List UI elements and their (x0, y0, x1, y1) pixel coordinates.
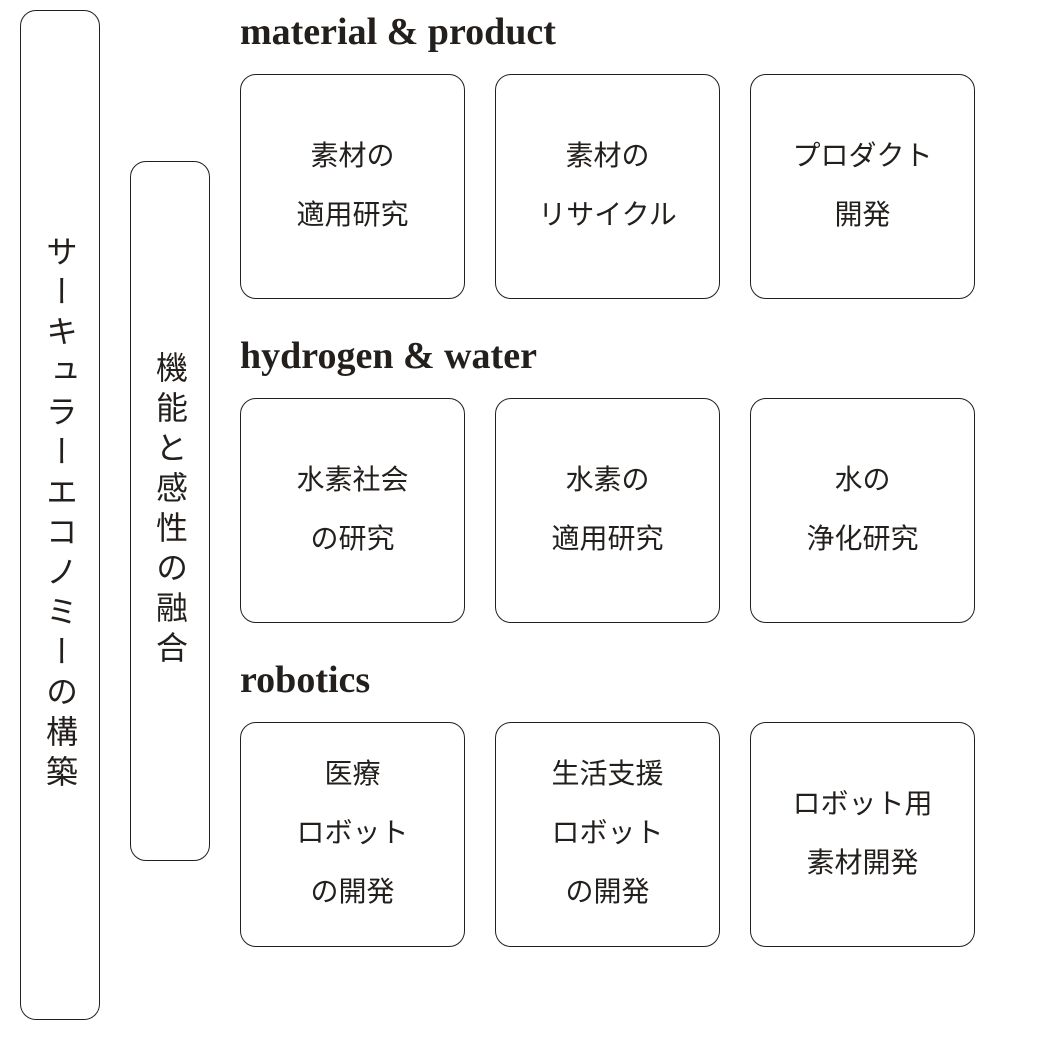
section-hydrogen-water: hydrogen & water 水素社会の研究 水素の適用研究 水の浄化研究 (240, 334, 1036, 623)
card-material-recycle: 素材のリサイクル (495, 74, 720, 299)
card-text: 水素社会の研究 (296, 452, 408, 570)
section-robotics: robotics 医療ロボットの開発 生活支援ロボットの開発 ロボット用素材開発 (240, 658, 1036, 947)
card-row: 水素社会の研究 水素の適用研究 水の浄化研究 (240, 398, 1036, 623)
card-row: 素材の適用研究 素材のリサイクル プロダクト開発 (240, 74, 1036, 299)
card-text: 素材の適用研究 (296, 128, 408, 246)
section-material-product: material & product 素材の適用研究 素材のリサイクル プロダク… (240, 10, 1036, 299)
card-product-development: プロダクト開発 (750, 74, 975, 299)
sections-column: material & product 素材の適用研究 素材のリサイクル プロダク… (240, 10, 1036, 1022)
card-text: ロボット用素材開発 (792, 776, 932, 894)
card-life-support-robot: 生活支援ロボットの開発 (495, 722, 720, 947)
card-robot-material: ロボット用素材開発 (750, 722, 975, 947)
vertical-pillar-function-sensibility: 機能と感性の融合 (130, 161, 210, 861)
card-text: プロダクト開発 (792, 128, 932, 246)
card-text: 水素の適用研究 (551, 452, 663, 570)
card-text: 素材のリサイクル (538, 128, 677, 246)
card-text: 生活支援ロボットの開発 (551, 746, 663, 922)
card-hydrogen-research: 水素の適用研究 (495, 398, 720, 623)
card-row: 医療ロボットの開発 生活支援ロボットの開発 ロボット用素材開発 (240, 722, 1036, 947)
card-text: 水の浄化研究 (806, 452, 918, 570)
section-title: material & product (240, 10, 1036, 54)
card-water-purification: 水の浄化研究 (750, 398, 975, 623)
vertical-label-right: 機能と感性の融合 (147, 351, 193, 671)
vertical-pillar-circular-economy: サーキュラーエコノミーの構築 (20, 10, 100, 1020)
diagram-container: サーキュラーエコノミーの構築 機能と感性の融合 material & produ… (20, 10, 1036, 1022)
card-hydrogen-society: 水素社会の研究 (240, 398, 465, 623)
card-medical-robot: 医療ロボットの開発 (240, 722, 465, 947)
card-text: 医療ロボットの開発 (296, 746, 408, 922)
section-title: hydrogen & water (240, 334, 1036, 378)
card-material-research: 素材の適用研究 (240, 74, 465, 299)
vertical-label-left: サーキュラーエコノミーの構築 (37, 235, 83, 795)
section-title: robotics (240, 658, 1036, 702)
